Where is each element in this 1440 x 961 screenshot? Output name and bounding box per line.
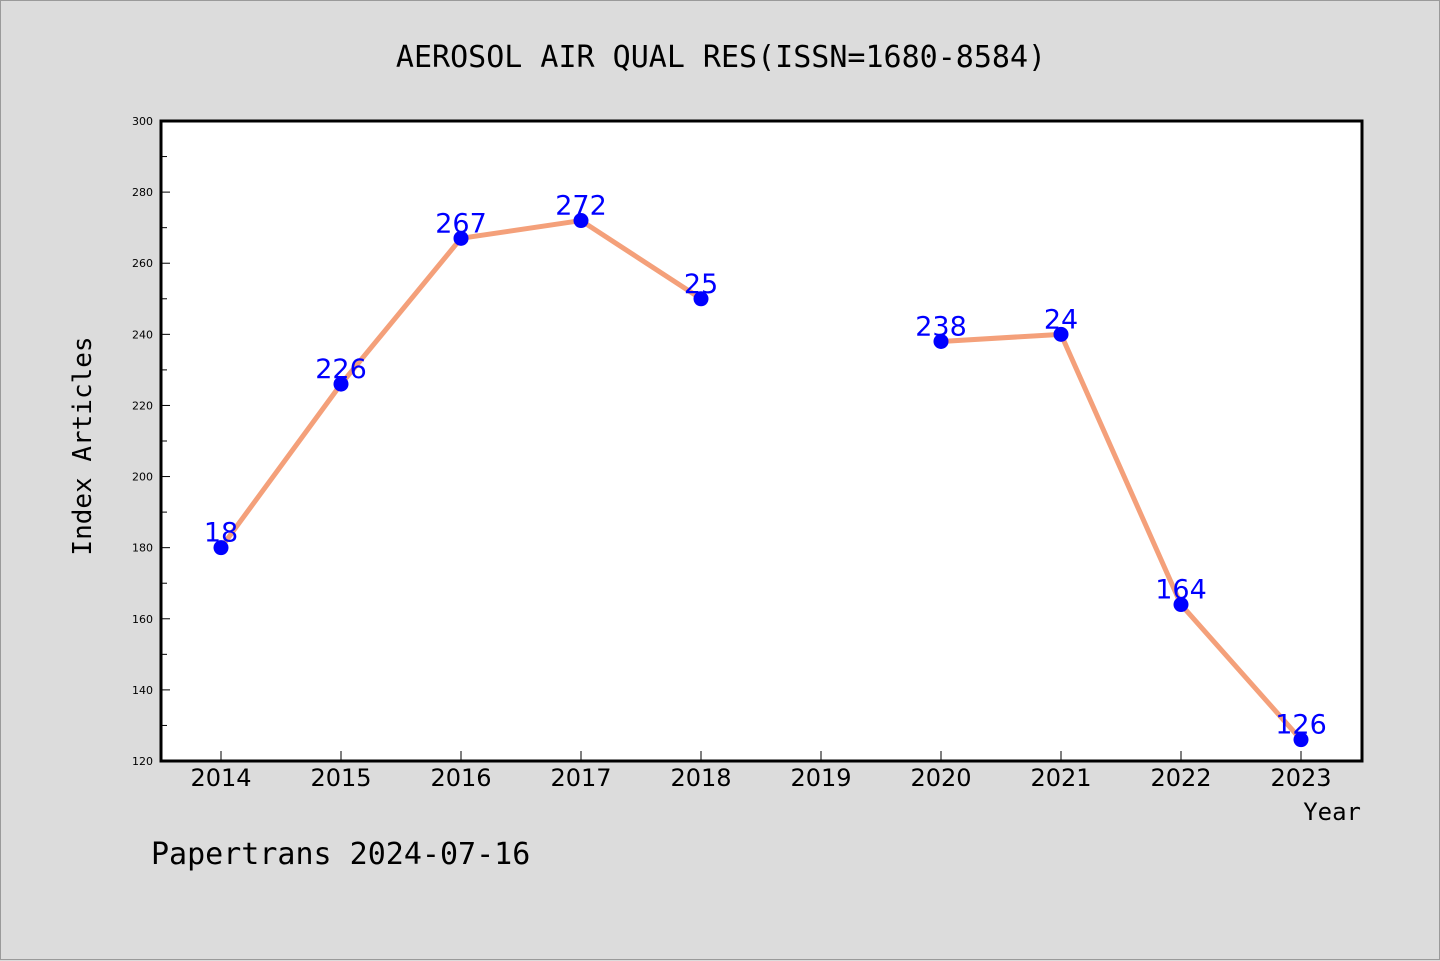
- x-tick-label: 2016: [430, 764, 491, 792]
- data-labels: 18 226 267 272 25 238 24 164 126: [204, 191, 1327, 741]
- y-tick-label: 240: [132, 328, 153, 341]
- data-label: 18: [204, 518, 238, 549]
- x-tick-label: 2014: [190, 764, 251, 792]
- y-tick-label: 200: [132, 471, 153, 484]
- data-label: 226: [315, 354, 367, 385]
- y-tick-label: 140: [132, 684, 153, 697]
- data-point: [213, 540, 229, 556]
- series-line: [940, 331, 1303, 742]
- chart-title: AEROSOL AIR QUAL RES(ISSN=1680-8584): [396, 40, 1046, 75]
- x-tick-label: 2018: [670, 764, 731, 792]
- series-points: [213, 213, 1309, 748]
- x-axis-ticks: 2014 2015 2016 2017 2018 2019 2020 2021 2022 2023: [190, 751, 1332, 792]
- y-tick-label: 260: [132, 257, 153, 270]
- y-tick-label: 280: [132, 186, 153, 199]
- data-point: [1173, 597, 1189, 613]
- y-tick-label: 120: [132, 755, 153, 768]
- x-tick-label: 2015: [310, 764, 371, 792]
- x-tick-label: 2021: [1030, 764, 1091, 792]
- data-point: [333, 376, 349, 392]
- y-tick-label: 180: [132, 542, 153, 555]
- x-tick-label: 2019: [790, 764, 851, 792]
- data-label: 272: [555, 191, 607, 222]
- plot-area: [159, 119, 1364, 763]
- x-tick-label: 2020: [910, 764, 971, 792]
- y-tick-label: 220: [132, 399, 153, 412]
- data-label: 164: [1155, 575, 1207, 606]
- data-label: 126: [1275, 710, 1327, 741]
- x-axis-label: Year: [1303, 798, 1361, 826]
- data-point: [453, 230, 469, 246]
- data-label: 24: [1044, 304, 1078, 335]
- data-point: [1293, 732, 1309, 748]
- x-tick-label: 2023: [1270, 764, 1331, 792]
- data-point: [1053, 326, 1069, 342]
- y-tick-label: 300: [132, 115, 153, 128]
- x-tick-label: 2022: [1150, 764, 1211, 792]
- data-label: 267: [435, 208, 487, 239]
- footer-credit: Papertrans 2024-07-16: [151, 837, 530, 872]
- data-point: [933, 333, 949, 349]
- y-axis-label: Index Articles: [68, 336, 98, 555]
- data-label: 238: [915, 311, 967, 342]
- y-tick-label: 160: [132, 613, 153, 626]
- data-label: 25: [684, 269, 718, 300]
- y-axis-ticks: 120 140 160 180 200 220 240 260 280 300: [132, 115, 170, 768]
- data-point: [573, 213, 589, 229]
- data-point: [693, 291, 709, 307]
- x-tick-label: 2017: [550, 764, 611, 792]
